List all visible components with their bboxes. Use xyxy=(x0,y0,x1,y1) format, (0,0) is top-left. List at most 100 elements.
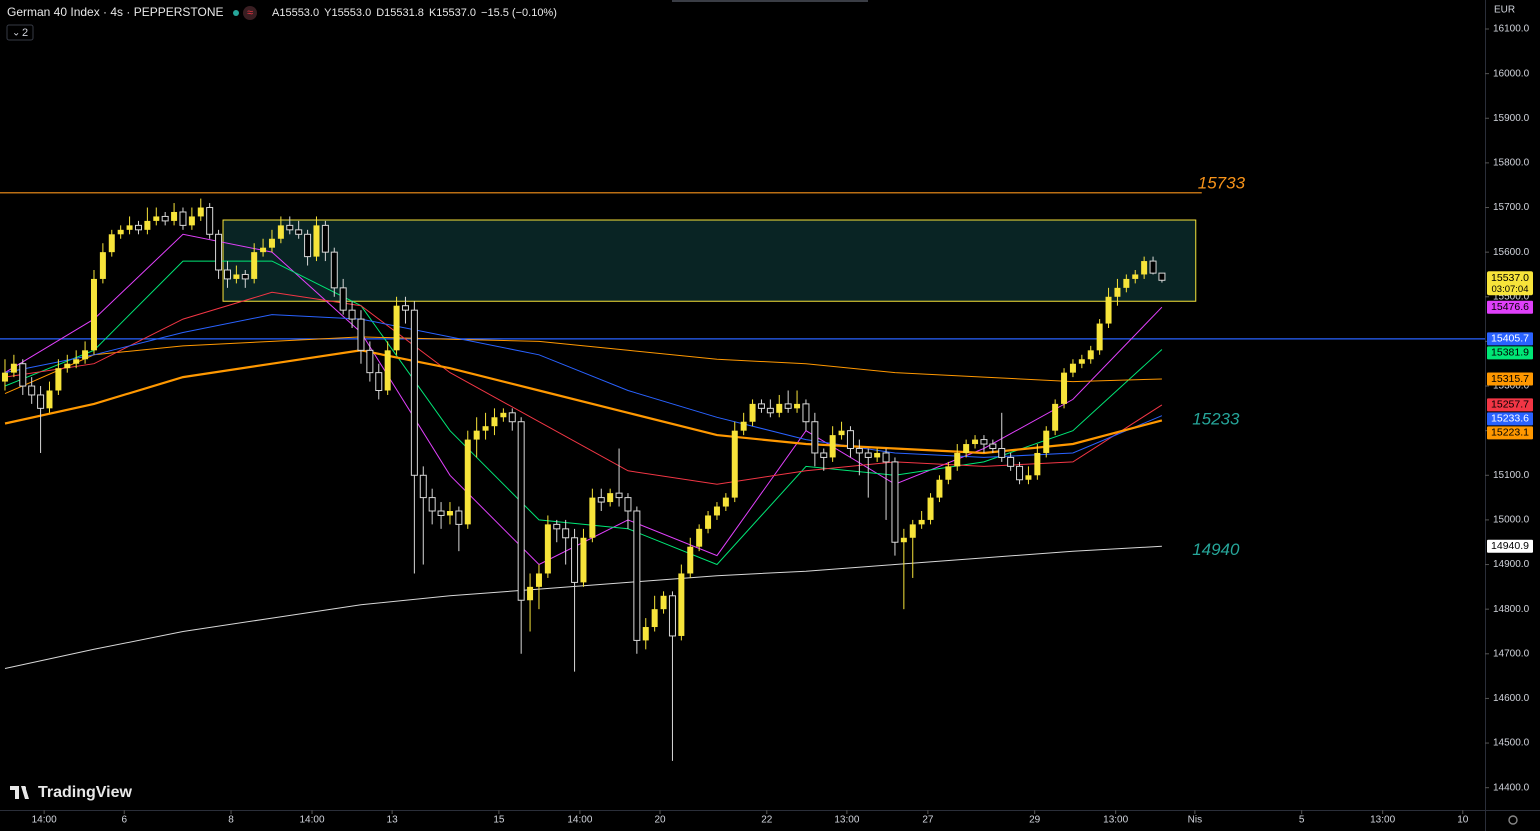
x-tick-label: 5 xyxy=(1299,815,1305,826)
currency[interactable]: EUR xyxy=(1494,5,1515,16)
candle-body xyxy=(108,234,115,253)
candle-body xyxy=(1061,372,1068,404)
candle-body xyxy=(215,233,223,271)
price-tag-label: 15257.7 xyxy=(1491,399,1529,411)
candle-body xyxy=(829,435,836,458)
candle-body xyxy=(597,497,605,503)
x-tick-label: 14:00 xyxy=(32,815,57,826)
brand-logo: TradingView xyxy=(10,784,133,801)
candle-body xyxy=(607,493,614,503)
candle-body xyxy=(482,426,489,431)
candle-body xyxy=(410,309,418,476)
candle-body xyxy=(660,595,667,610)
x-tick-label: 10 xyxy=(1457,815,1469,826)
candle-body xyxy=(544,524,551,574)
price-tag xyxy=(1487,398,1533,412)
candle-body xyxy=(188,216,195,226)
candle-body xyxy=(838,430,845,436)
candle-body xyxy=(144,220,151,230)
candle-body xyxy=(651,609,658,628)
candle-body xyxy=(277,225,284,239)
status-badge[interactable] xyxy=(243,6,257,20)
ohlc-value: A15553.0 xyxy=(272,7,319,19)
candle-body xyxy=(330,251,338,289)
moving-average xyxy=(4,260,1163,566)
candle-body xyxy=(268,238,275,248)
candle-body xyxy=(642,627,649,641)
x-tick-label: 6 xyxy=(121,815,127,826)
top-handle[interactable] xyxy=(672,0,868,2)
candle-body xyxy=(473,430,480,440)
x-tick-label: 13:00 xyxy=(1370,815,1395,826)
candle-body xyxy=(1025,475,1032,480)
x-tick-label: 29 xyxy=(1029,815,1041,826)
candle-body xyxy=(989,443,997,450)
candle-body xyxy=(820,452,828,458)
candle-body xyxy=(153,216,160,221)
candle-body xyxy=(731,430,738,498)
ohlc-value: Y15553.0 xyxy=(324,7,371,19)
candle-body xyxy=(927,497,934,520)
candle-body xyxy=(384,350,391,391)
candle-body xyxy=(313,225,320,257)
candle-body xyxy=(784,403,792,409)
candle-body xyxy=(366,349,374,374)
ohlc-values: A15553.0 Y15553.0 D15531.8 K15537.0 −15.5 (−… xyxy=(272,7,557,19)
candle-body xyxy=(571,537,579,583)
candle-body xyxy=(963,444,970,453)
candle-body xyxy=(82,350,89,360)
candle-body xyxy=(1043,430,1050,453)
price-tag xyxy=(1487,426,1533,440)
candle-body xyxy=(1141,261,1148,275)
level-label: 15733 xyxy=(1198,173,1246,192)
candle-body xyxy=(954,452,961,467)
x-tick-label: 13 xyxy=(387,815,399,826)
candle-body xyxy=(891,461,899,543)
candle-body xyxy=(455,510,463,525)
settings-icon[interactable] xyxy=(1508,815,1518,825)
indicator-count: 2 xyxy=(22,27,28,39)
candle-body xyxy=(678,573,685,636)
level-annotation: 14940 xyxy=(1192,540,1240,559)
moving-average xyxy=(4,336,1162,395)
brand-name: TradingView xyxy=(38,784,133,801)
last-price-tag xyxy=(1487,271,1533,296)
candle-body xyxy=(1123,278,1130,288)
price-tag xyxy=(1487,346,1533,360)
ohlc-value: K15537.0 xyxy=(429,7,476,19)
price-tag-label: 15233.6 xyxy=(1491,413,1529,425)
candle-body xyxy=(419,474,427,499)
candle-body xyxy=(321,224,329,253)
y-tick-label: 15800.0 xyxy=(1493,158,1530,169)
candle-body xyxy=(1096,323,1103,351)
candle-body xyxy=(500,412,507,418)
candle-body xyxy=(117,229,124,235)
candle-body xyxy=(446,510,453,516)
candle-body xyxy=(1007,456,1015,467)
candle-body xyxy=(286,224,294,231)
candle-body xyxy=(882,452,890,463)
candle-body xyxy=(428,497,436,512)
y-tick-label: 15100.0 xyxy=(1493,470,1530,481)
x-tick-label: 14:00 xyxy=(567,815,592,826)
x-tick-label: Nis xyxy=(1188,815,1202,826)
y-tick-label: 16100.0 xyxy=(1493,24,1530,35)
candle-body xyxy=(28,385,36,396)
candle-body xyxy=(171,211,178,221)
indicator-toggle[interactable] xyxy=(6,24,34,41)
symbol-title[interactable]: German 40 Index · 4s · PEPPERSTONE xyxy=(7,5,224,19)
candle-body xyxy=(304,233,312,258)
candle-body xyxy=(998,448,1006,458)
candle-body xyxy=(1105,296,1112,324)
y-tick-label: 14500.0 xyxy=(1493,738,1530,749)
candle-body xyxy=(740,421,747,431)
candle-body xyxy=(1052,403,1059,431)
price-tag xyxy=(1487,412,1533,426)
price-tag-label: 15223.1 xyxy=(1491,427,1529,439)
y-tick-label: 14400.0 xyxy=(1493,782,1530,793)
candle-body xyxy=(562,528,570,539)
price-tag-label: 14940.9 xyxy=(1491,540,1529,552)
